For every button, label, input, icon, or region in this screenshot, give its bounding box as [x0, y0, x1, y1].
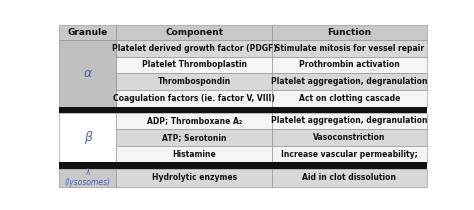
Bar	[59, 169, 116, 187]
Text: Granule: Granule	[68, 28, 108, 37]
Text: Platelet aggregation, degranulation: Platelet aggregation, degranulation	[271, 117, 428, 125]
Bar	[272, 40, 427, 57]
Bar	[116, 113, 272, 129]
Bar	[116, 169, 272, 187]
Bar	[272, 90, 427, 106]
Text: Increase vascular permeability;: Increase vascular permeability;	[281, 150, 418, 159]
Text: Aid in clot dissolution: Aid in clot dissolution	[302, 173, 396, 182]
Text: Hydrolytic enzymes: Hydrolytic enzymes	[152, 173, 237, 182]
Bar	[116, 57, 272, 73]
Bar	[272, 146, 427, 163]
Bar	[116, 73, 272, 90]
Text: Coagulation factors (ie. factor V, VIII): Coagulation factors (ie. factor V, VIII)	[113, 94, 275, 103]
Text: Component: Component	[165, 28, 223, 37]
Text: Prothrombin activation: Prothrombin activation	[299, 60, 400, 70]
Bar	[272, 106, 427, 113]
Text: Platelet Thromboplastin: Platelet Thromboplastin	[142, 60, 247, 70]
Text: β: β	[84, 131, 92, 144]
Text: Platelet aggregation, degranulation: Platelet aggregation, degranulation	[271, 77, 428, 86]
Bar	[59, 163, 116, 169]
Bar	[116, 146, 272, 163]
Text: Platelet derived growth factor (PDGF): Platelet derived growth factor (PDGF)	[112, 44, 277, 53]
Bar	[272, 113, 427, 129]
Bar	[116, 25, 272, 40]
Text: Function: Function	[328, 28, 372, 37]
Text: Vasoconstriction: Vasoconstriction	[313, 133, 386, 142]
Text: Thrombospondin: Thrombospondin	[158, 77, 231, 86]
Bar	[272, 129, 427, 146]
Bar	[272, 25, 427, 40]
Bar	[116, 129, 272, 146]
Bar	[272, 73, 427, 90]
Text: ADP; Thromboxane A₂: ADP; Thromboxane A₂	[146, 117, 242, 125]
Bar	[272, 169, 427, 187]
Text: ATP; Serotonin: ATP; Serotonin	[162, 133, 227, 142]
Bar	[116, 163, 272, 169]
Text: λ
(lysosomes): λ (lysosomes)	[65, 168, 111, 188]
Bar	[116, 40, 272, 57]
Bar	[272, 163, 427, 169]
Bar	[59, 106, 116, 113]
Text: Stimulate mitosis for vessel repair: Stimulate mitosis for vessel repair	[275, 44, 424, 53]
Text: α: α	[83, 67, 92, 80]
Bar	[116, 106, 272, 113]
Bar	[59, 25, 116, 40]
Bar	[116, 90, 272, 106]
Bar	[59, 40, 116, 106]
Bar	[59, 113, 116, 163]
Text: Act on clotting cascade: Act on clotting cascade	[299, 94, 400, 103]
Text: Histamine: Histamine	[173, 150, 216, 159]
Bar	[272, 57, 427, 73]
